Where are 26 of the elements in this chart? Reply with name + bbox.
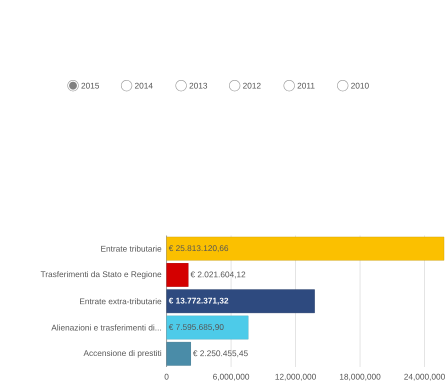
y-tick-label: Trasferimenti da Stato e Regione <box>40 270 162 279</box>
bar <box>166 236 444 260</box>
data-label: € 25.813.120,66 <box>168 245 228 252</box>
data-label: € 2.021.604,12 <box>190 271 246 278</box>
x-tick-label: 0 <box>164 374 169 380</box>
text: 2010 <box>351 82 369 88</box>
y-tick-label: Accensione di prestiti <box>84 350 162 358</box>
x-tick-label: 18,000,000 <box>340 374 380 380</box>
bar <box>166 262 189 287</box>
x-tick-label: 24,000,000 <box>404 374 445 380</box>
x-tick-label: 12,000,000 <box>275 374 316 380</box>
y-tick-label: Alienazioni e trasferimenti di... <box>51 324 161 330</box>
bar <box>166 289 315 313</box>
bar <box>166 315 248 340</box>
y-tick-label: Entrate tributarie <box>101 245 162 252</box>
text: 2015 <box>81 82 100 88</box>
bar <box>166 342 191 366</box>
data-label: € 2.250.455,45 <box>192 350 248 358</box>
text: 2013 <box>189 82 208 88</box>
data-label: € 7.595.685,90 <box>168 324 224 331</box>
text: 2014 <box>134 82 153 88</box>
data-label: € 13.772.371,32 <box>168 298 228 305</box>
text: 2011 <box>298 82 315 88</box>
x-tick-label: 6,000,000 <box>213 374 250 380</box>
y-tick-label: Entrate extra-tributarie <box>80 298 162 304</box>
text: 2012 <box>243 82 261 88</box>
